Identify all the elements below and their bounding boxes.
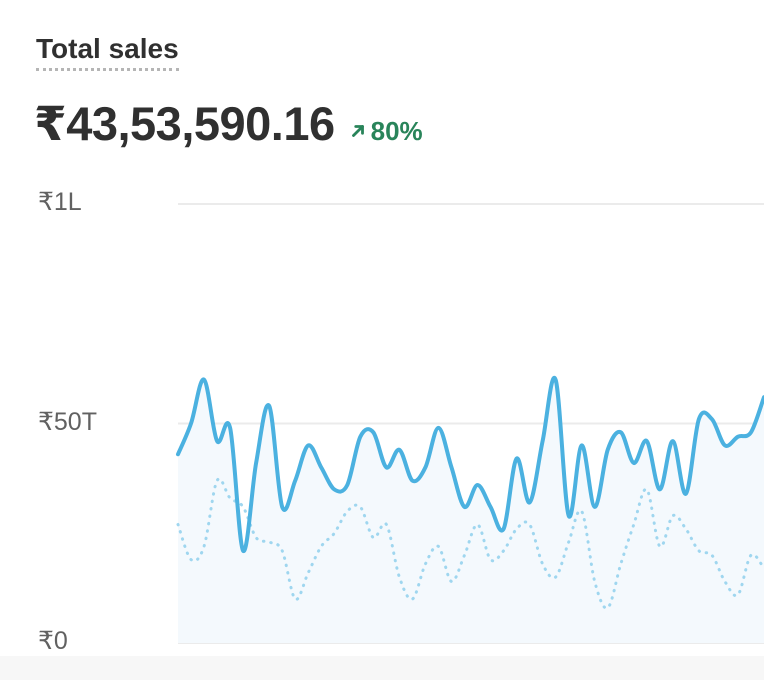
y-tick-label: ₹0 [38,627,68,655]
footer-strip [0,656,764,680]
total-sales-title[interactable]: Total sales [36,33,179,71]
arrow-up-right-icon [351,125,364,137]
comparison-series-line [176,477,764,610]
y-tick-label: ₹1L [38,188,82,216]
y-tick-label: ₹50T [38,408,97,436]
current-series-line [176,375,764,553]
change-percent: 80% [370,115,423,146]
series-area-fill [178,377,764,643]
metric-row: ₹43,53,590.16 80% [34,96,423,152]
total-sales-value: ₹43,53,590.16 [34,97,335,150]
change-badge: 80% [349,116,423,147]
